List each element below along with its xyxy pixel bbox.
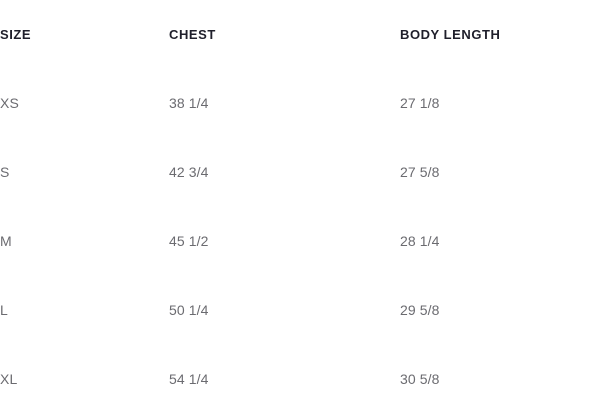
- table-header: SIZE CHEST BODY LENGTH: [0, 0, 600, 69]
- table-row: S 42 3/4 27 5/8: [0, 138, 600, 207]
- table-row: M 45 1/2 28 1/4: [0, 207, 600, 276]
- cell-size: XS: [0, 95, 19, 111]
- cell-size: L: [0, 302, 8, 318]
- cell-chest: 38 1/4: [169, 95, 209, 111]
- table-row: XL 54 1/4 30 5/8: [0, 345, 600, 414]
- cell-chest: 50 1/4: [169, 302, 209, 318]
- column-header-body-length: BODY LENGTH: [400, 27, 501, 42]
- column-header-size: SIZE: [0, 27, 32, 42]
- cell-size: M: [0, 233, 12, 249]
- cell-body-length: 27 5/8: [400, 164, 440, 180]
- column-header-chest: CHEST: [169, 27, 216, 42]
- table-row: L 50 1/4 29 5/8: [0, 276, 600, 345]
- cell-body-length: 27 1/8: [400, 95, 440, 111]
- cell-body-length: 30 5/8: [400, 371, 440, 387]
- cell-size: XL: [0, 371, 18, 387]
- cell-body-length: 28 1/4: [400, 233, 440, 249]
- cell-chest: 45 1/2: [169, 233, 209, 249]
- cell-body-length: 29 5/8: [400, 302, 440, 318]
- cell-chest: 42 3/4: [169, 164, 209, 180]
- cell-size: S: [0, 164, 10, 180]
- table-header-row: SIZE CHEST BODY LENGTH: [0, 0, 600, 69]
- cell-chest: 54 1/4: [169, 371, 209, 387]
- table-body: XS 38 1/4 27 1/8 S 42 3/4 27 5/8 M 45 1/…: [0, 69, 600, 414]
- table-row: XS 38 1/4 27 1/8: [0, 69, 600, 138]
